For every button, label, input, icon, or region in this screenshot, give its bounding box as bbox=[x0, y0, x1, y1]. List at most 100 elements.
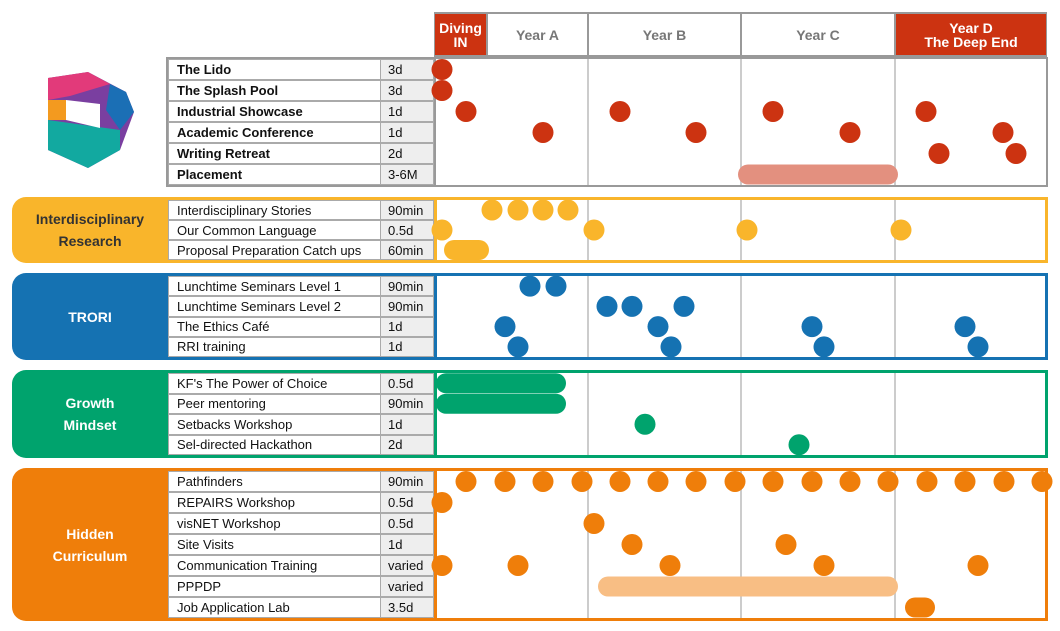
section-label: Growth Mindset bbox=[12, 370, 168, 458]
activity-duration: 3-6M bbox=[380, 164, 434, 185]
event-dot bbox=[571, 471, 593, 492]
event-dot bbox=[507, 336, 529, 358]
activity-duration: 3d bbox=[380, 59, 434, 80]
duration-bar bbox=[905, 597, 935, 618]
duration-bar bbox=[738, 164, 898, 185]
event-dot bbox=[431, 555, 453, 576]
activity-duration: 0.5d bbox=[380, 513, 434, 534]
event-dot bbox=[557, 199, 579, 221]
activity-duration: 90min bbox=[380, 296, 434, 317]
event-dot bbox=[455, 471, 477, 492]
event-dot bbox=[494, 316, 516, 338]
activity-duration: 0.5d bbox=[380, 373, 434, 394]
event-dot bbox=[583, 219, 605, 241]
event-dot bbox=[659, 555, 681, 576]
event-dot bbox=[1031, 471, 1053, 492]
event-dot bbox=[992, 122, 1014, 143]
activity-duration: 2d bbox=[380, 434, 434, 455]
activity-duration: 3d bbox=[380, 80, 434, 101]
event-dot bbox=[532, 471, 554, 492]
activity-duration: 60min bbox=[380, 240, 434, 260]
section-label: TRORI bbox=[12, 273, 168, 360]
event-dot bbox=[736, 219, 758, 241]
event-dot bbox=[507, 555, 529, 576]
activity-duration: 0.5d bbox=[380, 220, 434, 240]
activity-duration: 1d bbox=[380, 316, 434, 337]
event-dot bbox=[762, 101, 784, 122]
event-dot bbox=[775, 534, 797, 555]
activity-duration: 1d bbox=[380, 101, 434, 122]
event-dot bbox=[967, 336, 989, 358]
duration-bar bbox=[598, 576, 898, 597]
event-dot bbox=[839, 471, 861, 492]
section-label: Hidden Curriculum bbox=[12, 468, 168, 621]
event-dot bbox=[928, 143, 950, 164]
column-header: Diving IN bbox=[434, 12, 487, 57]
event-dot bbox=[839, 122, 861, 143]
column-header: Year A bbox=[487, 12, 588, 57]
event-dot bbox=[507, 199, 529, 221]
event-dot bbox=[494, 471, 516, 492]
event-dot bbox=[621, 534, 643, 555]
event-dot bbox=[762, 471, 784, 492]
event-dot bbox=[455, 101, 477, 122]
event-dot bbox=[621, 295, 643, 317]
event-dot bbox=[916, 471, 938, 492]
event-dot bbox=[609, 101, 631, 122]
event-dot bbox=[801, 471, 823, 492]
activity-duration: 3.5d bbox=[380, 597, 434, 618]
activity-duration: varied bbox=[380, 555, 434, 576]
event-dot bbox=[685, 122, 707, 143]
activity-duration: 90min bbox=[380, 393, 434, 414]
event-dot bbox=[545, 275, 567, 297]
event-dot bbox=[596, 295, 618, 317]
event-dot bbox=[954, 471, 976, 492]
activity-duration: 90min bbox=[380, 471, 434, 492]
event-dot bbox=[967, 555, 989, 576]
column-header: Year D The Deep End bbox=[895, 12, 1047, 57]
event-dot bbox=[877, 471, 899, 492]
event-dot bbox=[532, 122, 554, 143]
event-dot bbox=[532, 199, 554, 221]
event-dot bbox=[660, 336, 682, 358]
event-dot bbox=[724, 471, 746, 492]
event-dot bbox=[788, 434, 810, 456]
event-dot bbox=[583, 513, 605, 534]
event-dot bbox=[431, 492, 453, 513]
event-dot bbox=[890, 219, 912, 241]
section-label: Interdisciplinary Research bbox=[12, 197, 168, 263]
event-dot bbox=[609, 471, 631, 492]
event-dot bbox=[801, 316, 823, 338]
event-dot bbox=[954, 316, 976, 338]
event-dot bbox=[431, 219, 453, 241]
column-header: Year C bbox=[741, 12, 895, 57]
activity-duration: 90min bbox=[380, 276, 434, 297]
event-dot bbox=[481, 199, 503, 221]
activity-duration: 1d bbox=[380, 336, 434, 357]
logo bbox=[48, 72, 134, 168]
activity-duration: 1d bbox=[380, 414, 434, 435]
event-dot bbox=[685, 471, 707, 492]
activity-duration: 1d bbox=[380, 534, 434, 555]
event-dot bbox=[431, 59, 453, 80]
event-dot bbox=[647, 316, 669, 338]
event-dot bbox=[993, 471, 1015, 492]
duration-bar bbox=[436, 373, 566, 394]
event-dot bbox=[813, 555, 835, 576]
event-dot bbox=[915, 101, 937, 122]
duration-bar bbox=[444, 240, 489, 260]
event-dot bbox=[1005, 143, 1027, 164]
column-header: Year B bbox=[588, 12, 741, 57]
event-dot bbox=[673, 295, 695, 317]
event-dot bbox=[813, 336, 835, 358]
event-dot bbox=[519, 275, 541, 297]
activity-duration: 0.5d bbox=[380, 492, 434, 513]
activity-duration: 90min bbox=[380, 200, 434, 220]
event-dot bbox=[634, 413, 656, 435]
activity-duration: 2d bbox=[380, 143, 434, 164]
activity-duration: 1d bbox=[380, 122, 434, 143]
activity-duration: varied bbox=[380, 576, 434, 597]
event-dot bbox=[431, 80, 453, 101]
